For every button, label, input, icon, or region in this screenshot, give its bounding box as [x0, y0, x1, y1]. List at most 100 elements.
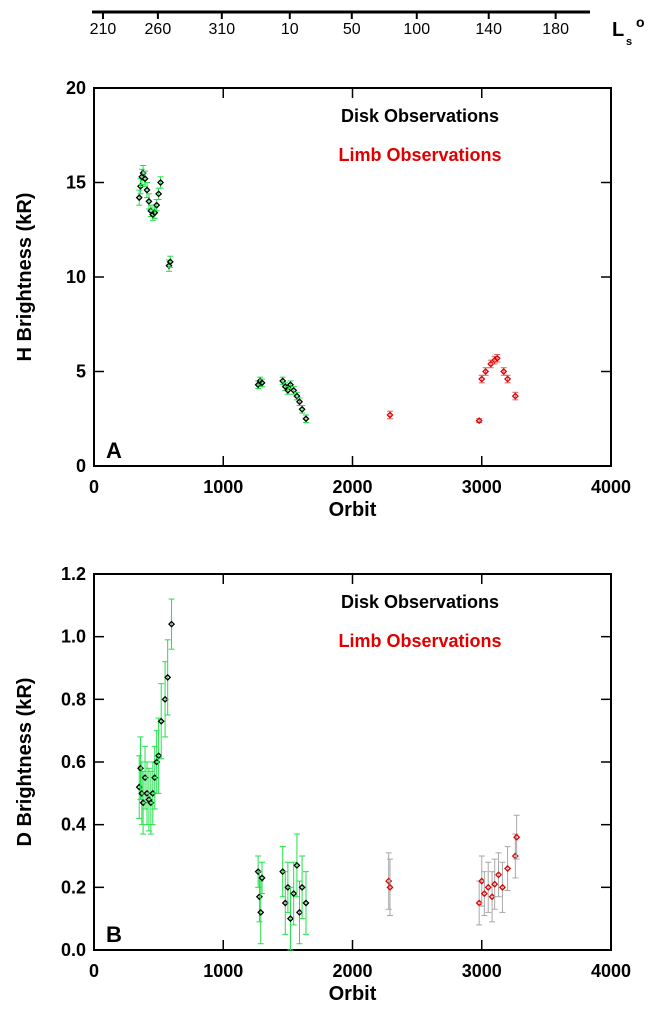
x-tick-label: 1000 [203, 477, 243, 497]
y-tick-label: 15 [66, 173, 86, 193]
data-point [295, 398, 304, 406]
top-axis-label-sup: o [636, 14, 645, 30]
data-point [279, 377, 287, 385]
data-point [298, 883, 306, 891]
data-point [254, 868, 262, 876]
data-point [281, 383, 289, 391]
data-point [284, 386, 292, 394]
panel: 0 1000 2000 3000 4000 0 5 10 15 20 Orbit H Brightne… [14, 78, 631, 521]
x-tick-label: 4000 [591, 961, 631, 981]
y-tick-label: 0.8 [61, 689, 86, 709]
data-point [258, 379, 266, 387]
y-tick-label: 1.0 [61, 627, 86, 647]
data-point [478, 877, 486, 885]
data-point [145, 197, 153, 205]
top-tick-label: 100 [403, 21, 430, 38]
data-point [511, 392, 519, 400]
top-tick-label: 310 [208, 21, 235, 38]
data-point [498, 883, 506, 891]
data-point [500, 367, 508, 376]
data-point [475, 417, 483, 425]
data-point [295, 908, 304, 916]
data-point [298, 405, 306, 413]
data-point [293, 392, 301, 400]
data-point [279, 868, 287, 876]
y-axis-label: H Brightness (kR) [14, 193, 36, 362]
data-point [493, 354, 501, 362]
top-axis-label: L [612, 19, 624, 41]
y-tick-label: 1.2 [61, 564, 86, 584]
top-tick-label: 50 [343, 21, 361, 38]
data-point [478, 375, 486, 383]
data-point [504, 375, 512, 383]
top-tick-label: 10 [281, 21, 299, 38]
legend-entry: Disk Observations [341, 106, 499, 126]
data-point [143, 186, 151, 194]
data-point [164, 673, 172, 681]
data-point [153, 201, 161, 209]
data-point [480, 890, 488, 898]
data-point [157, 717, 165, 725]
data-point [495, 871, 503, 879]
x-tick-label: 2000 [332, 961, 372, 981]
x-tick-label: 3000 [462, 477, 502, 497]
data-point [137, 182, 145, 190]
x-tick-label: 0 [89, 961, 99, 981]
data-point [386, 411, 394, 419]
data-point [135, 194, 143, 202]
data-point [488, 893, 496, 901]
data-point [491, 880, 499, 888]
data-point [302, 899, 310, 907]
y-tick-label: 0 [76, 456, 86, 476]
data-point [286, 381, 294, 389]
data-point [141, 175, 149, 183]
data-point [513, 833, 521, 841]
data-point [258, 874, 266, 882]
y-tick-label: 0.4 [61, 815, 86, 835]
data-point [161, 695, 169, 703]
data-point [302, 415, 310, 423]
data-point [386, 883, 394, 891]
y-axis-label: D Brightness (kR) [14, 678, 36, 847]
y-tick-label: 5 [76, 362, 86, 382]
data-point [151, 209, 159, 217]
top-tick-label: 210 [90, 21, 117, 38]
x-axis-label: Orbit [329, 983, 377, 1005]
data-point [487, 360, 495, 368]
panel-label: B [106, 922, 122, 947]
data-point [290, 386, 298, 394]
top-axis-label-sub: s [626, 36, 632, 48]
data-point [155, 190, 163, 198]
data-point [286, 915, 294, 923]
data-point [284, 883, 292, 891]
y-tick-label: 20 [66, 78, 86, 98]
data-point [155, 752, 163, 760]
x-axis-label: Orbit [329, 499, 377, 521]
top-tick-label: 260 [145, 21, 172, 38]
data-point [157, 178, 165, 187]
y-tick-label: 0.6 [61, 752, 86, 772]
data-point [257, 908, 265, 916]
y-tick-label: 10 [66, 267, 86, 287]
data-point [484, 883, 492, 891]
x-tick-label: 1000 [203, 961, 243, 981]
data-point [504, 865, 512, 873]
panel-label: A [106, 438, 122, 463]
data-point [293, 861, 301, 869]
panel: 0 1000 2000 3000 4000 0.0 0.2 0.4 0.6 0.8 1.0 1.2 Or… [14, 564, 631, 1005]
x-tick-label: 0 [89, 477, 99, 497]
legend-entry: Disk Observations [341, 592, 499, 612]
top-tick-label: 140 [475, 21, 502, 38]
data-point [290, 890, 298, 898]
y-tick-label: 0.2 [61, 877, 86, 897]
data-point [475, 899, 483, 907]
legend-entry: Limb Observations [338, 631, 501, 651]
x-tick-label: 3000 [462, 961, 502, 981]
x-tick-label: 4000 [591, 477, 631, 497]
top-tick-label: 180 [542, 21, 569, 38]
data-point [168, 620, 176, 628]
y-tick-label: 0.0 [61, 940, 86, 960]
x-tick-label: 2000 [332, 477, 372, 497]
legend-entry: Limb Observations [338, 145, 501, 165]
